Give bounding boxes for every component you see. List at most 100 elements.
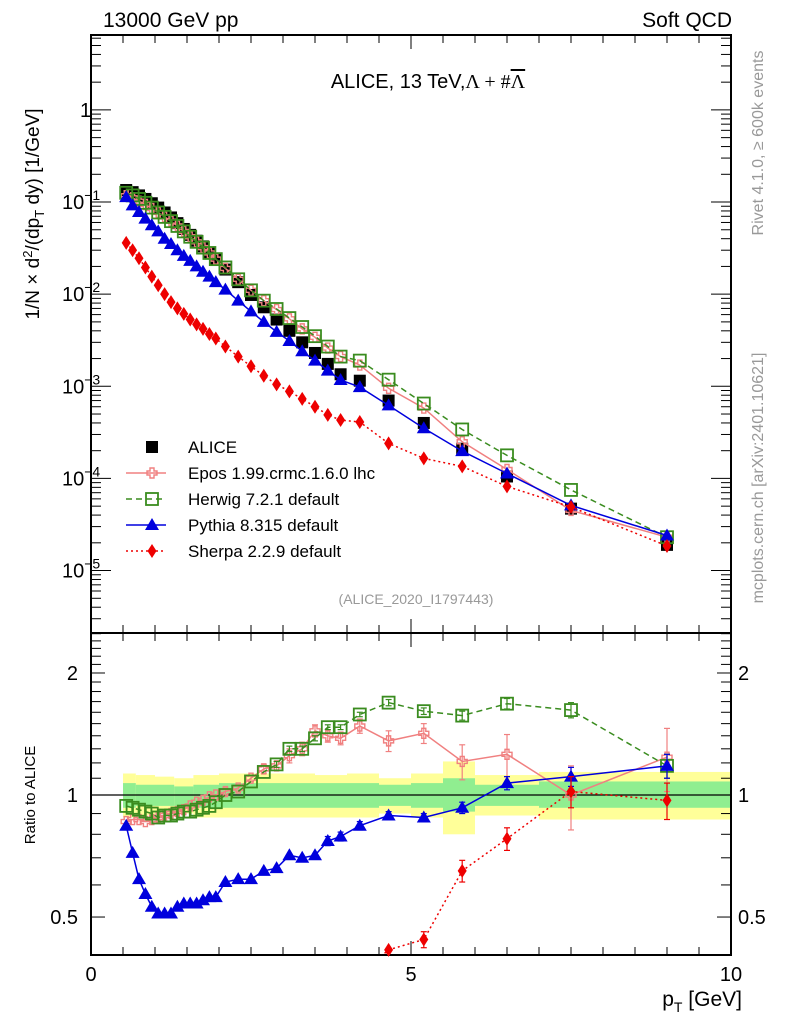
ratio-uncertainty-bands (91, 761, 731, 835)
epos-point (232, 273, 244, 285)
epos-point (258, 294, 270, 307)
pythia-point (196, 264, 210, 277)
legend-label-sherpa: Sherpa 2.2.9 default (188, 542, 341, 561)
pythia-point (320, 834, 335, 847)
herwig-point (455, 422, 470, 437)
header-left: 13000 GeV pp (103, 9, 238, 32)
sherpa-point (419, 451, 429, 466)
herwig-point (352, 353, 367, 368)
pythia-point (132, 872, 146, 885)
herwig-point (320, 339, 335, 354)
sherpa-point (297, 391, 307, 406)
pythia-point (119, 818, 134, 831)
pythia-point (170, 899, 185, 912)
epos-point (245, 284, 257, 297)
pythia-point (282, 848, 297, 861)
sherpa-point (179, 306, 189, 321)
sherpa-point (419, 932, 429, 947)
legend-marker-herwig (145, 492, 159, 506)
pythia-point (202, 269, 217, 282)
sherpa-point (147, 269, 157, 284)
y-tick-label: 10−3 (62, 371, 100, 398)
pythia-point (218, 282, 233, 295)
y-tick-exponent: −3 (84, 371, 100, 387)
epos-point (210, 789, 222, 801)
ratio-axes: 0 5 10 0.5 0.5 1 1 2 2 (50, 632, 766, 986)
sherpa-point (310, 399, 320, 414)
pythia-point (132, 204, 146, 217)
pythia-point (455, 800, 470, 813)
x-axis-label: pT [GeV] (662, 988, 742, 1015)
xlabel-part: p (662, 988, 674, 1011)
legend-marker-pythia (145, 518, 159, 530)
pythia-point (119, 190, 134, 203)
sherpa-point (140, 260, 150, 275)
sherpa-point (192, 317, 202, 332)
herwig-point (381, 695, 396, 710)
epos-point (501, 748, 513, 761)
rivet-version-label: Rivet 4.1.0, ≥ 600k events (750, 51, 767, 236)
pythia-point (282, 334, 297, 347)
sherpa-point (272, 377, 282, 392)
sherpa-point (211, 331, 221, 346)
sherpa-point (502, 479, 512, 494)
pythia-point (352, 380, 367, 393)
sherpa-point (121, 235, 131, 250)
sherpa-point (384, 942, 394, 957)
herwig-point (208, 795, 223, 810)
pythia-point (164, 237, 178, 250)
herwig-point (564, 483, 578, 497)
pythia-point (157, 231, 172, 244)
herwig-point (244, 774, 258, 789)
herwig-point (308, 329, 322, 344)
pythia-point (660, 528, 674, 541)
pythia-point (416, 810, 431, 823)
sherpa-point (284, 384, 294, 399)
pythia-point (125, 845, 140, 858)
epos-point (382, 735, 395, 747)
sherpa-point (384, 436, 394, 451)
y-tick-label: 10−4 (62, 463, 100, 490)
epos-point (334, 350, 347, 363)
epos-point (661, 751, 673, 763)
epos-point (354, 359, 366, 371)
pythia-point (381, 398, 396, 411)
sherpa-point (323, 407, 333, 422)
herwig-point (218, 260, 233, 275)
pythia-point (455, 444, 470, 457)
title-lambda-bar: Λ (511, 71, 526, 93)
pythia-point (196, 893, 210, 906)
pythia-point (144, 218, 159, 231)
analysis-id-label: (ALICE_2020_I1797443) (339, 591, 494, 607)
xlabel-sub: T (674, 999, 683, 1015)
main-series (119, 184, 674, 553)
ratio-y-tick-label: 0.5 (50, 907, 78, 929)
herwig-point (295, 320, 310, 334)
y-tick-label: 10−5 (62, 556, 100, 583)
ratio-y-tick-label: 2 (67, 663, 78, 685)
ratio-y-tick-label-right: 2 (738, 663, 749, 685)
sherpa-point (355, 414, 365, 429)
pythia-point (500, 466, 514, 479)
pythia-point (189, 896, 204, 909)
pythia-point (352, 818, 367, 831)
epos-point (210, 253, 222, 265)
epos-point (456, 755, 468, 768)
pythia-point (170, 243, 185, 256)
herwig-point (333, 720, 348, 735)
sherpa-point (259, 368, 269, 383)
sherpa-point (662, 538, 672, 553)
y-tick-exponent: −1 (84, 187, 100, 203)
sherpa-point (160, 287, 170, 302)
pythia-point (295, 344, 310, 357)
sherpa-point (166, 295, 176, 310)
pythia-point (208, 275, 223, 288)
pythia-point (320, 363, 335, 376)
sherpa-point (662, 793, 672, 808)
sherpa-point (233, 349, 243, 364)
x-tick-label: 0 (85, 964, 96, 986)
mcplots-label: mcplots.cern.ch [arXiv:2401.10621] (750, 353, 767, 604)
ratio-y-axis-label: Ratio to ALICE (22, 746, 39, 844)
herwig-point (333, 349, 348, 364)
pythia-point (144, 899, 159, 912)
